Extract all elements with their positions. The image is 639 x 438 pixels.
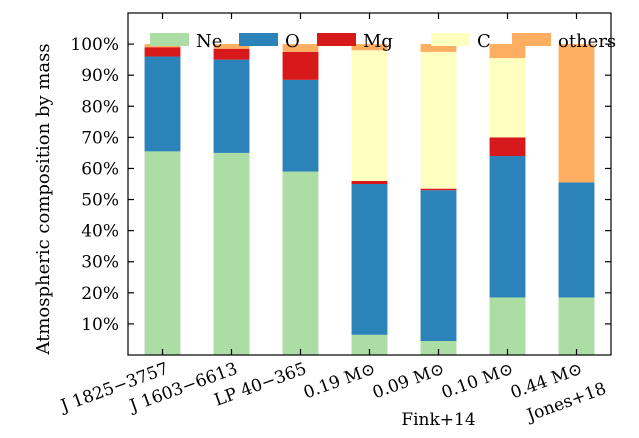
bar-ne-4 [351, 334, 388, 355]
bar-o-1 [144, 56, 181, 152]
bar-o-7 [558, 182, 595, 298]
x-tick-label: 0.10 M⊙ [439, 359, 516, 403]
bar-mg-1 [144, 47, 181, 57]
legend-label-c: C [477, 31, 491, 52]
bar-o-3 [282, 79, 319, 172]
y-axis-label: Atmospheric composition by mass [33, 43, 54, 355]
bar-ne-7 [558, 297, 595, 355]
bar-others-4 [351, 44, 388, 51]
bar-mg-3 [282, 51, 319, 80]
bar-o-6 [489, 156, 526, 298]
y-axis: 10% 20% 30% 40% 50% 60% 70% 80% 90% 100% [70, 35, 611, 335]
bar-mg-4 [351, 180, 388, 184]
bar-others-3 [282, 44, 319, 52]
y-tick-label: 90% [81, 66, 119, 86]
y-tick-label: 70% [81, 128, 119, 148]
bar-mg-5 [420, 188, 457, 191]
bar-o-5 [420, 190, 457, 342]
bar-c-4 [351, 50, 388, 181]
y-tick-label: 60% [81, 159, 119, 179]
bar-o-2 [213, 59, 250, 153]
legend-swatch-ne [150, 33, 189, 46]
y-tick-label: 80% [81, 97, 119, 117]
bar-others-5 [420, 44, 457, 52]
y-tick-label: 50% [81, 191, 119, 211]
bar-others-7 [558, 44, 595, 183]
bar-ne-2 [213, 152, 250, 355]
y-tick-label: 20% [81, 284, 119, 304]
y-tick-label: 10% [81, 315, 119, 335]
y-tick-label: 100% [70, 35, 119, 55]
bar-ne-5 [420, 341, 457, 355]
legend-swatch-o [239, 33, 278, 46]
legend-label-o: O [285, 31, 300, 52]
legend-label-mg: Mg [363, 31, 393, 52]
y-tick-label: 30% [81, 253, 119, 273]
bar-others-2 [213, 44, 250, 49]
legend-swatch-mg [317, 33, 356, 46]
bar-c-5 [420, 51, 457, 189]
legend-label-ne: Ne [196, 31, 222, 52]
group-label: Fink+14 [401, 410, 475, 430]
bar-ne-1 [144, 151, 181, 355]
bar-c-6 [489, 58, 526, 138]
legend-swatch-others [512, 33, 551, 46]
x-tick-label: 0.19 M⊙ [301, 359, 378, 403]
bar-ne-3 [282, 171, 319, 355]
bar-o-4 [351, 184, 388, 335]
legend-label-others: others [558, 31, 616, 52]
y-tick-label: 40% [81, 222, 119, 242]
bar-others-6 [489, 44, 526, 59]
bar-mg-2 [213, 48, 250, 60]
x-tick-label: 0.09 M⊙ [370, 359, 447, 403]
legend-swatch-c [431, 33, 470, 46]
bar-ne-6 [489, 297, 526, 355]
bar-mg-6 [489, 137, 526, 157]
bar-layer [144, 44, 595, 355]
